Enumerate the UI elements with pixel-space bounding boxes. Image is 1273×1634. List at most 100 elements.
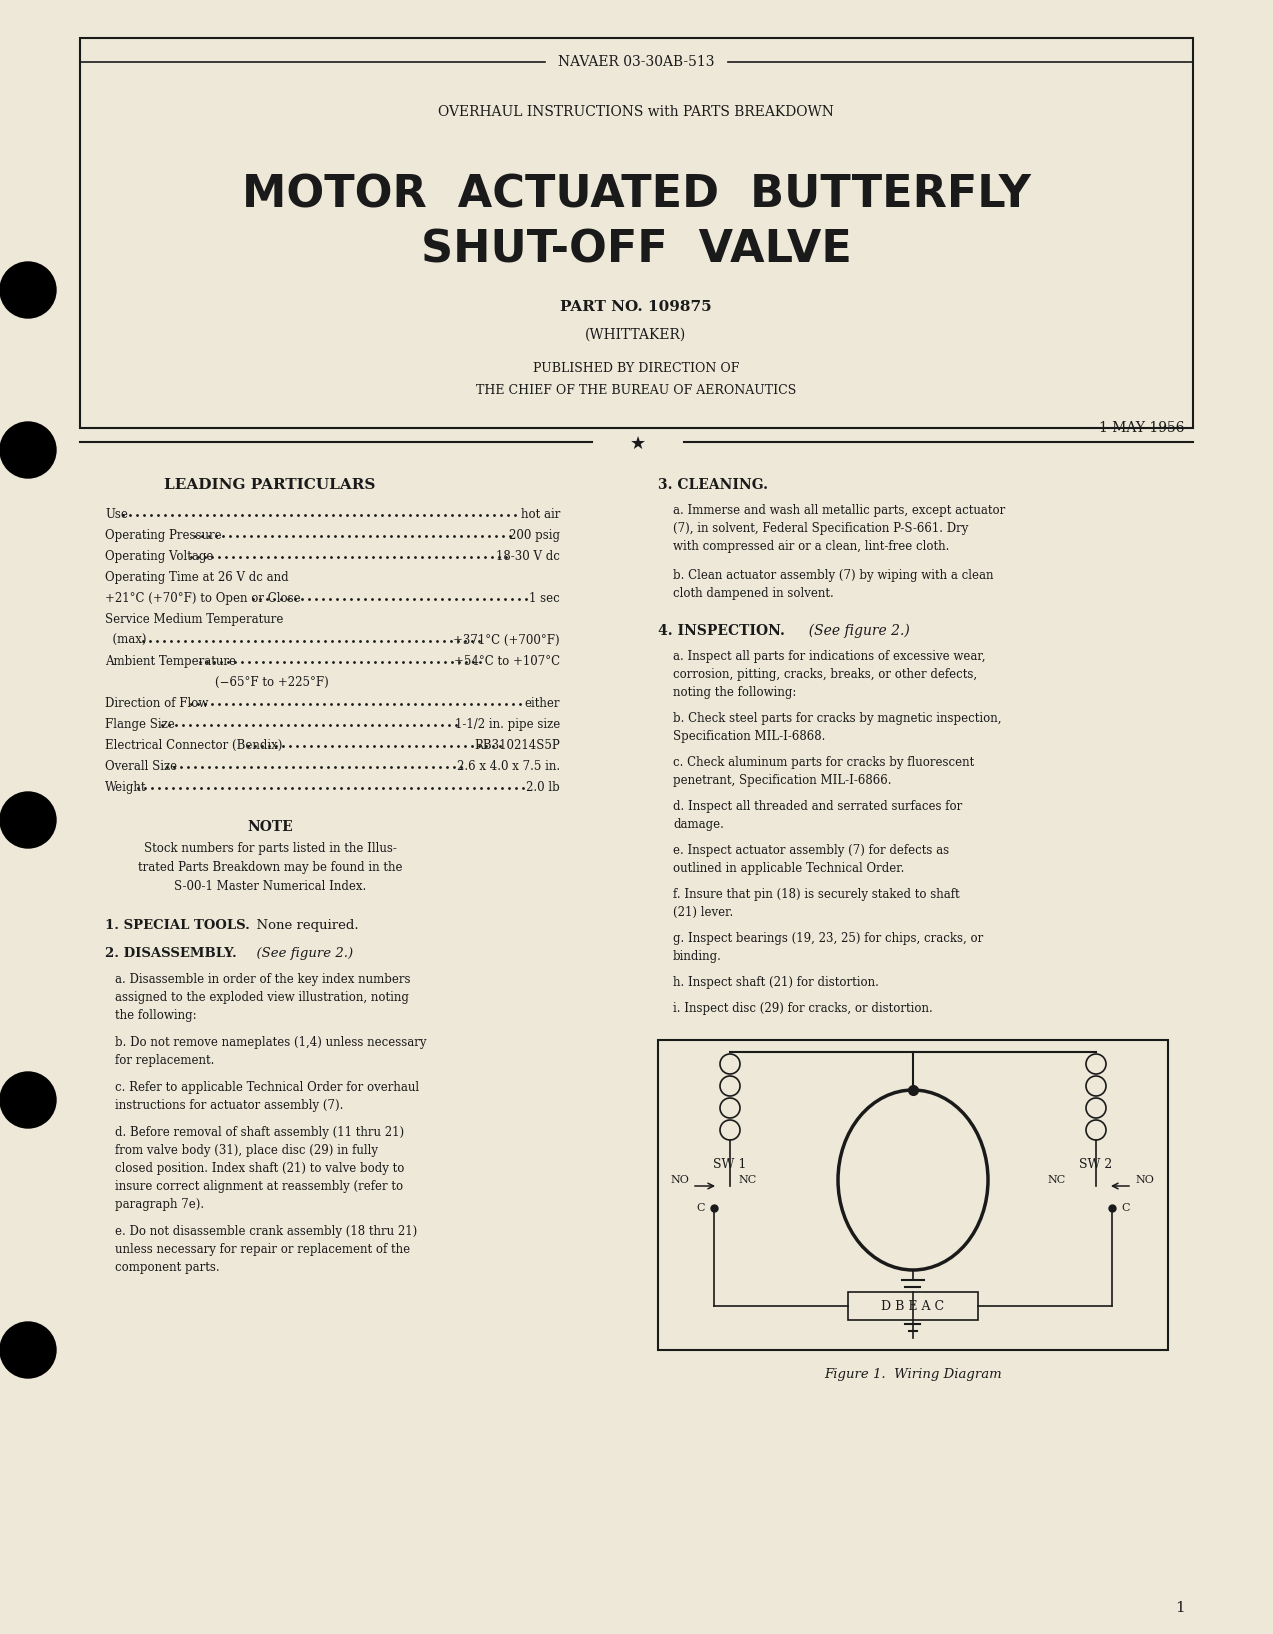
- Text: +54°C to +107°C: +54°C to +107°C: [454, 655, 560, 668]
- Text: SW 2: SW 2: [1080, 1159, 1113, 1172]
- Text: OVERHAUL INSTRUCTIONS with PARTS BREAKDOWN: OVERHAUL INSTRUCTIONS with PARTS BREAKDO…: [438, 105, 834, 119]
- Text: (7), in solvent, Federal Specification P-S-661. Dry: (7), in solvent, Federal Specification P…: [673, 521, 969, 534]
- Text: h. Inspect shaft (21) for distortion.: h. Inspect shaft (21) for distortion.: [673, 975, 878, 989]
- Text: Weight: Weight: [104, 781, 146, 794]
- Text: NC: NC: [738, 1175, 756, 1185]
- Text: assigned to the exploded view illustration, noting: assigned to the exploded view illustrati…: [115, 990, 409, 1003]
- Text: a. Inspect all parts for indications of excessive wear,: a. Inspect all parts for indications of …: [673, 650, 985, 663]
- Text: g. Inspect bearings (19, 23, 25) for chips, cracks, or: g. Inspect bearings (19, 23, 25) for chi…: [673, 931, 983, 944]
- Text: NO: NO: [1136, 1175, 1155, 1185]
- Text: Stock numbers for parts listed in the Illus-: Stock numbers for parts listed in the Il…: [144, 842, 396, 855]
- Text: 2.6 x 4.0 x 7.5 in.: 2.6 x 4.0 x 7.5 in.: [457, 760, 560, 773]
- Text: 1: 1: [1175, 1601, 1185, 1614]
- Text: 1-1/2 in. pipe size: 1-1/2 in. pipe size: [454, 717, 560, 730]
- Text: e. Do not disassemble crank assembly (18 thru 21): e. Do not disassemble crank assembly (18…: [115, 1226, 418, 1239]
- Text: (WHITTAKER): (WHITTAKER): [586, 328, 686, 342]
- Text: RB310214S5P: RB310214S5P: [475, 739, 560, 752]
- Text: Operating Time at 26 V dc and: Operating Time at 26 V dc and: [104, 570, 289, 583]
- Text: b. Do not remove nameplates (1,4) unless necessary: b. Do not remove nameplates (1,4) unless…: [115, 1036, 426, 1049]
- Text: ★: ★: [630, 435, 647, 453]
- Text: c. Refer to applicable Technical Order for overhaul: c. Refer to applicable Technical Order f…: [115, 1082, 419, 1095]
- Text: d. Before removal of shaft assembly (11 thru 21): d. Before removal of shaft assembly (11 …: [115, 1126, 404, 1139]
- Text: 200 psig: 200 psig: [509, 529, 560, 542]
- Text: Operating Pressure: Operating Pressure: [104, 529, 222, 542]
- Text: trated Parts Breakdown may be found in the: trated Parts Breakdown may be found in t…: [137, 861, 402, 874]
- Text: the following:: the following:: [115, 1010, 196, 1021]
- Text: None required.: None required.: [248, 918, 359, 931]
- Text: 1. SPECIAL TOOLS.: 1. SPECIAL TOOLS.: [104, 918, 250, 931]
- Text: e. Inspect actuator assembly (7) for defects as: e. Inspect actuator assembly (7) for def…: [673, 845, 950, 856]
- Text: unless necessary for repair or replacement of the: unless necessary for repair or replaceme…: [115, 1243, 410, 1257]
- Text: Flange Size: Flange Size: [104, 717, 174, 730]
- Text: cloth dampened in solvent.: cloth dampened in solvent.: [673, 587, 834, 600]
- Bar: [104, 815, 555, 905]
- Text: insure correct alignment at reassembly (refer to: insure correct alignment at reassembly (…: [115, 1180, 404, 1193]
- Circle shape: [0, 792, 56, 848]
- Circle shape: [0, 1072, 56, 1127]
- Text: THE CHIEF OF THE BUREAU OF AERONAUTICS: THE CHIEF OF THE BUREAU OF AERONAUTICS: [476, 384, 796, 397]
- Text: Operating Voltage: Operating Voltage: [104, 551, 214, 564]
- Text: for replacement.: for replacement.: [115, 1054, 214, 1067]
- Text: C: C: [696, 1203, 704, 1212]
- Text: Figure 1.  Wiring Diagram: Figure 1. Wiring Diagram: [824, 1368, 1002, 1381]
- Text: i. Inspect disc (29) for cracks, or distortion.: i. Inspect disc (29) for cracks, or dist…: [673, 1002, 933, 1015]
- Text: D B E A C: D B E A C: [881, 1299, 945, 1312]
- Bar: [848, 1292, 978, 1320]
- Text: d. Inspect all threaded and serrated surfaces for: d. Inspect all threaded and serrated sur…: [673, 801, 962, 814]
- Text: noting the following:: noting the following:: [673, 686, 797, 699]
- Circle shape: [0, 422, 56, 479]
- Text: Direction of Flow: Direction of Flow: [104, 698, 209, 711]
- Text: 18-30 V dc: 18-30 V dc: [496, 551, 560, 564]
- Text: 4. INSPECTION.: 4. INSPECTION.: [658, 624, 785, 637]
- Text: component parts.: component parts.: [115, 1261, 220, 1275]
- Text: (See figure 2.): (See figure 2.): [248, 948, 353, 961]
- Text: b. Clean actuator assembly (7) by wiping with a clean: b. Clean actuator assembly (7) by wiping…: [673, 569, 993, 582]
- Text: Electrical Connector (Bendix): Electrical Connector (Bendix): [104, 739, 283, 752]
- Text: b. Check steel parts for cracks by magnetic inspection,: b. Check steel parts for cracks by magne…: [673, 712, 1002, 725]
- Text: (−65°F to +225°F): (−65°F to +225°F): [215, 676, 328, 690]
- Text: a. Immerse and wash all metallic parts, except actuator: a. Immerse and wash all metallic parts, …: [673, 503, 1006, 516]
- Text: closed position. Index shaft (21) to valve body to: closed position. Index shaft (21) to val…: [115, 1162, 405, 1175]
- Text: with compressed air or a clean, lint-free cloth.: with compressed air or a clean, lint-fre…: [673, 539, 950, 552]
- Text: hot air: hot air: [521, 508, 560, 521]
- Text: PUBLISHED BY DIRECTION OF: PUBLISHED BY DIRECTION OF: [533, 361, 740, 374]
- Text: SW 1: SW 1: [713, 1159, 747, 1172]
- Text: NC: NC: [1048, 1175, 1066, 1185]
- Text: Specification MIL-I-6868.: Specification MIL-I-6868.: [673, 730, 825, 743]
- Text: f. Insure that pin (18) is securely staked to shaft: f. Insure that pin (18) is securely stak…: [673, 887, 960, 900]
- Text: Service Medium Temperature: Service Medium Temperature: [104, 613, 284, 626]
- Text: 2.0 lb: 2.0 lb: [526, 781, 560, 794]
- Text: 1 sec: 1 sec: [530, 592, 560, 605]
- Text: 1 MAY 1956: 1 MAY 1956: [1100, 422, 1185, 435]
- Text: +371°C (+700°F): +371°C (+700°F): [453, 634, 560, 647]
- Text: SHUT-OFF  VALVE: SHUT-OFF VALVE: [420, 229, 852, 271]
- Text: c. Check aluminum parts for cracks by fluorescent: c. Check aluminum parts for cracks by fl…: [673, 757, 974, 770]
- Text: either: either: [524, 698, 560, 711]
- Text: +21°C (+70°F) to Open or Close: +21°C (+70°F) to Open or Close: [104, 592, 300, 605]
- Text: S-00-1 Master Numerical Index.: S-00-1 Master Numerical Index.: [174, 881, 367, 894]
- Bar: [658, 1039, 1169, 1350]
- Text: Ambient Temperature: Ambient Temperature: [104, 655, 236, 668]
- Text: LEADING PARTICULARS: LEADING PARTICULARS: [164, 479, 376, 492]
- Text: corrosion, pitting, cracks, breaks, or other defects,: corrosion, pitting, cracks, breaks, or o…: [673, 668, 978, 681]
- Ellipse shape: [838, 1090, 988, 1270]
- Text: Use: Use: [104, 508, 127, 521]
- Text: NOTE: NOTE: [247, 820, 293, 833]
- Text: PART NO. 109875: PART NO. 109875: [560, 301, 712, 314]
- Text: 3. CLEANING.: 3. CLEANING.: [658, 479, 768, 492]
- Text: (See figure 2.): (See figure 2.): [799, 624, 910, 639]
- Text: binding.: binding.: [673, 949, 722, 962]
- Text: paragraph 7e).: paragraph 7e).: [115, 1198, 204, 1211]
- Circle shape: [0, 1322, 56, 1377]
- Text: from valve body (31), place disc (29) in fully: from valve body (31), place disc (29) in…: [115, 1144, 378, 1157]
- Text: damage.: damage.: [673, 819, 724, 832]
- Text: (max): (max): [104, 634, 146, 647]
- Text: penetrant, Specification MIL-I-6866.: penetrant, Specification MIL-I-6866.: [673, 775, 891, 788]
- Text: NAVAER 03-30AB-513: NAVAER 03-30AB-513: [558, 56, 714, 69]
- Circle shape: [0, 261, 56, 319]
- Text: instructions for actuator assembly (7).: instructions for actuator assembly (7).: [115, 1100, 344, 1113]
- Bar: [80, 38, 1193, 428]
- Text: outlined in applicable Technical Order.: outlined in applicable Technical Order.: [673, 863, 904, 874]
- Text: (21) lever.: (21) lever.: [673, 905, 733, 918]
- Text: C: C: [1122, 1203, 1130, 1212]
